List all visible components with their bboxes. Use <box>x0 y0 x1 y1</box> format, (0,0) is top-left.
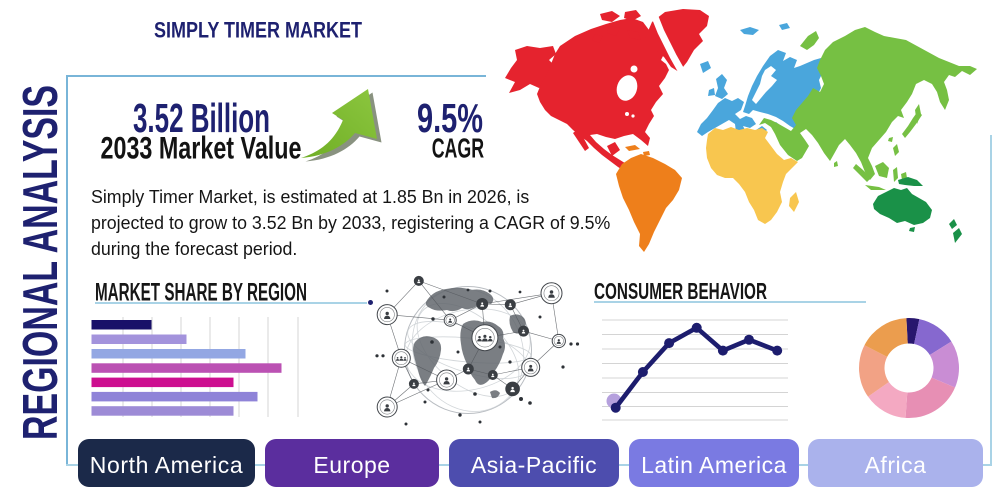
svg-text:CAGR: CAGR <box>432 131 484 163</box>
svg-text:3.52 Billion: 3.52 Billion <box>133 95 270 141</box>
svg-text:CONSUMER BEHAVIOR: CONSUMER BEHAVIOR <box>594 278 767 304</box>
svg-text:REGIONAL ANALYSIS: REGIONAL ANALYSIS <box>13 85 68 440</box>
svg-text:SIMPLY TIMER MARKET: SIMPLY TIMER MARKET <box>154 17 362 42</box>
svg-text:2033 Market Value: 2033 Market Value <box>101 130 302 165</box>
svg-text:9.5%: 9.5% <box>417 95 483 141</box>
